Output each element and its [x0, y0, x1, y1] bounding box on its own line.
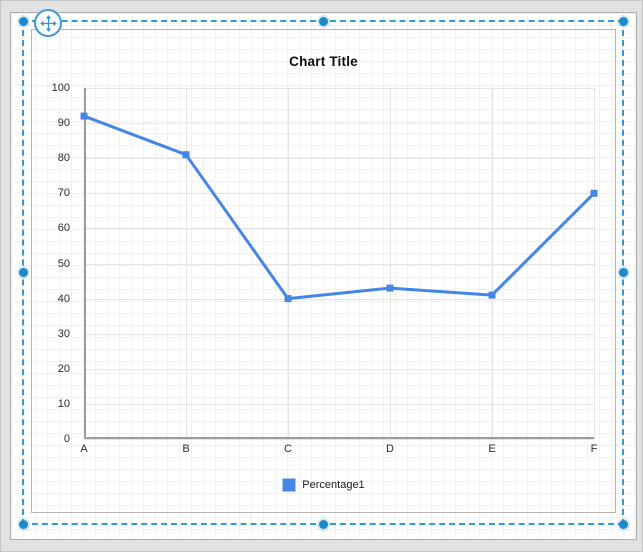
y-axis-label: 50 — [57, 257, 70, 270]
y-axis-label: 40 — [57, 292, 70, 305]
move-icon — [39, 14, 57, 32]
x-axis-label: E — [488, 443, 496, 455]
y-axis-label: 70 — [57, 187, 70, 200]
y-axis-label: 100 — [51, 82, 70, 94]
y-axis-label: 90 — [57, 117, 70, 130]
chart-control[interactable]: Chart Title 0 10 20 30 40 50 60 70 80 90 100 A B C D E… — [31, 29, 616, 513]
selection-handle-top-left[interactable] — [18, 16, 28, 26]
y-axis-label: 10 — [57, 397, 70, 410]
x-axis-label: B — [182, 443, 190, 455]
chart-title: Chart Title — [289, 54, 358, 69]
legend: Percentage1 — [32, 478, 615, 492]
legend-label: Percentage1 — [302, 479, 365, 491]
plot-area — [80, 88, 598, 440]
legend-swatch-icon — [282, 478, 297, 492]
selection-handle-top-middle[interactable] — [318, 16, 328, 26]
selection-handle-top-right[interactable] — [618, 16, 628, 26]
selection-handle-bottom-right[interactable] — [618, 519, 628, 529]
move-handle[interactable] — [34, 9, 62, 37]
y-axis-label: 30 — [57, 327, 70, 340]
x-axis-labels: A B C D E F — [80, 443, 597, 459]
y-axis-label: 60 — [57, 222, 70, 235]
x-axis-label: A — [80, 443, 88, 455]
y-axis-label: 20 — [57, 362, 70, 375]
x-axis-label: F — [590, 443, 598, 455]
selection-handle-middle-right[interactable] — [618, 267, 628, 277]
selection-handle-bottom-left[interactable] — [18, 519, 28, 529]
y-axis-labels: 0 10 20 30 40 50 60 70 80 90 100 — [32, 82, 76, 445]
x-axis-label: D — [386, 443, 394, 455]
x-axis-label: C — [284, 443, 292, 455]
y-axis-label: 80 — [57, 152, 70, 165]
selection-handle-bottom-middle[interactable] — [318, 519, 328, 529]
form-design-area[interactable] — [10, 12, 637, 540]
selection-handle-middle-left[interactable] — [18, 267, 28, 277]
y-axis-label: 0 — [63, 433, 70, 445]
